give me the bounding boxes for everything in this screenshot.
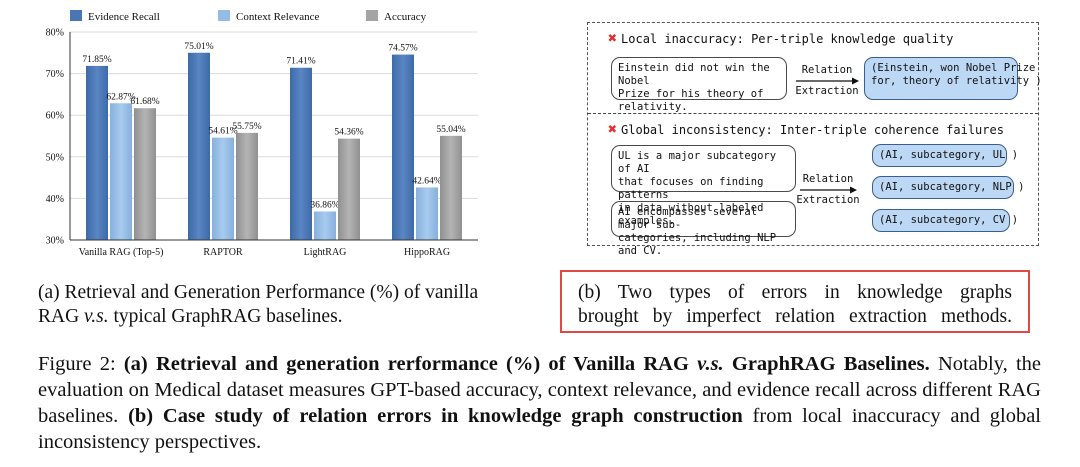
global-source-sentence-1: UL is a major subcategory of AI that foc… — [611, 145, 796, 227]
bar — [134, 108, 156, 240]
data-label: 61.68% — [130, 97, 159, 107]
x-tick-label: LightRAG — [304, 247, 347, 258]
global-inconsistency-title: ✖ Global inconsistency: Inter-triple cohe… — [608, 120, 1004, 138]
data-label: 74.57% — [388, 44, 417, 54]
data-label: 62.87% — [106, 92, 135, 102]
caption-b: (b) Two types of errors in knowledge gra… — [560, 270, 1030, 333]
bar — [416, 187, 438, 240]
data-label: 54.61% — [208, 127, 237, 137]
bar — [188, 52, 210, 241]
legend-label: Context Relevance — [236, 11, 320, 23]
local-source-sentence: Einstein did not win the Nobel Prize for… — [611, 57, 787, 113]
legend-swatch — [366, 10, 378, 21]
bar — [212, 137, 234, 240]
local-inaccuracy-title: ✖ Local inaccuracy: Per-triple knowledge … — [608, 29, 954, 47]
bar — [110, 103, 132, 240]
figure-caption-bold-a: (a) Retrieval and generation rerformance… — [123, 353, 930, 375]
chart-bars: 71.85% 62.87%61.68% 75.01% 54.61%55.75% 71.4… — [82, 42, 466, 241]
y-tick-label: 80% — [46, 28, 64, 39]
bar — [290, 67, 312, 240]
chart-y-axis: 30% 40% 50% 60% 70% 80% — [46, 28, 478, 247]
x-tick-label: RAPTOR — [203, 247, 243, 258]
data-label: 71.41% — [286, 57, 315, 67]
y-tick-label: 40% — [46, 194, 64, 205]
error-x-icon: ✖ — [608, 29, 618, 47]
x-tick-label: Vanilla RAG (Top-5) — [79, 247, 164, 258]
caption-a-part1: (a) Retrieval and Generation Performance… — [38, 282, 479, 327]
chart-legend: Evidence Recall Context Relevance Accuracy — [70, 10, 427, 23]
y-tick-label: 60% — [46, 111, 64, 122]
data-label: 55.04% — [436, 125, 465, 135]
bar — [314, 211, 336, 240]
legend-swatch — [70, 10, 82, 21]
arrow-right-icon — [796, 77, 859, 85]
relation-errors-panel: ✖ Local inaccuracy: Per-triple knowledge … — [587, 22, 1042, 257]
triple-cv: (AI, subcategory, CV ) — [872, 209, 1018, 232]
bar — [440, 135, 462, 240]
data-label: 55.75% — [232, 122, 261, 132]
data-label: 75.01% — [184, 42, 213, 52]
local-extracted-triple: (Einstein, won Nobel Prize for, theory o… — [864, 57, 1042, 100]
bar — [236, 132, 258, 240]
y-tick-label: 50% — [46, 152, 64, 163]
global-source-sentence-2: AI encompasses several major sub- catego… — [611, 201, 796, 257]
figure-caption: Figure 2: (a) Retrieval and generation r… — [38, 353, 1042, 453]
data-label: 36.86% — [310, 200, 339, 210]
data-label: 54.36% — [334, 128, 363, 138]
triple-ul: (AI, subcategory, UL ) — [872, 144, 1018, 167]
data-label: 71.85% — [82, 55, 111, 65]
data-label: 42.64% — [412, 176, 441, 186]
y-tick-label: 70% — [46, 69, 64, 80]
triple-nlp: (AI, subcategory, NLP ) — [872, 176, 1024, 199]
figure-label: Figure 2: — [38, 353, 124, 375]
caption-a-vs: v.s. — [84, 306, 109, 327]
error-x-icon: ✖ — [608, 120, 618, 138]
caption-a-part2: typical GraphRAG baselines. — [108, 306, 343, 327]
caption-a: (a) Retrieval and Generation Performance… — [38, 281, 508, 329]
local-extraction-arrow: Relation Extraction — [795, 64, 859, 97]
bar — [392, 54, 414, 240]
x-tick-label: HippoRAG — [404, 247, 450, 258]
legend-swatch — [218, 10, 230, 21]
panel-divider — [588, 113, 1038, 114]
legend-label: Evidence Recall — [88, 11, 160, 23]
bar — [86, 65, 108, 241]
bar — [338, 138, 360, 240]
y-tick-label: 30% — [46, 236, 64, 247]
global-extraction-arrow: Relation Extraction — [796, 173, 860, 206]
chart-x-axis: Vanilla RAG (Top-5) RAPTOR LightRAG HippoRA… — [79, 247, 450, 258]
performance-bar-chart: Evidence Recall Context Relevance Accuracy… — [46, 10, 478, 258]
legend-label: Accuracy — [384, 11, 427, 23]
arrow-right-icon — [800, 186, 857, 194]
